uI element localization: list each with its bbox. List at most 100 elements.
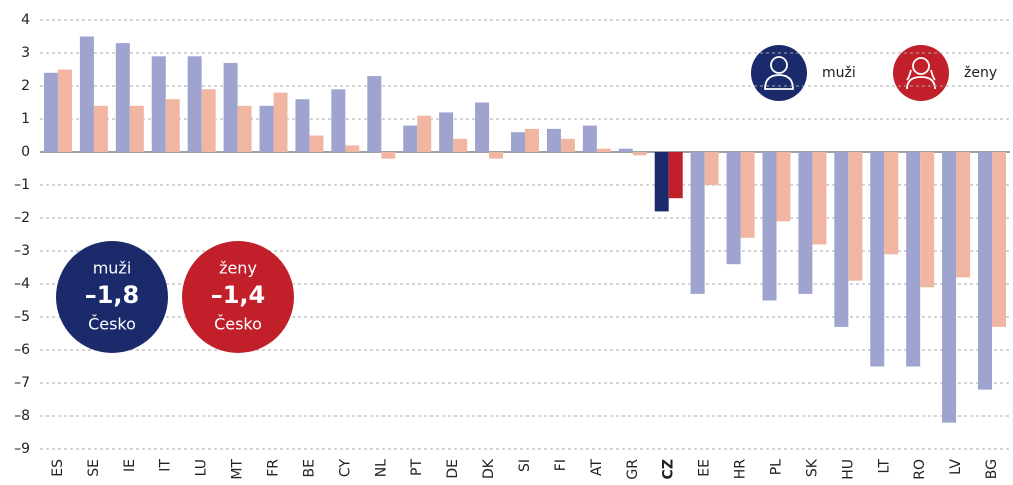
x-tick-label: LV (948, 459, 964, 475)
x-tick-label: IE (122, 459, 138, 472)
bar (992, 152, 1007, 327)
bar (762, 152, 777, 301)
x-tick-label: PT (409, 459, 425, 476)
bar (704, 152, 719, 185)
y-tick-label: –3 (14, 243, 30, 259)
bar (525, 128, 539, 152)
x-tick-label: DK (481, 458, 497, 479)
bar (381, 152, 396, 159)
bar (726, 152, 741, 265)
bar (237, 105, 252, 152)
bar (475, 102, 490, 152)
x-tick-label: FR (266, 459, 282, 477)
bar (57, 69, 72, 152)
annotation-label: ženy (219, 259, 257, 278)
bar (920, 152, 935, 288)
bar (906, 152, 921, 367)
bar (956, 152, 971, 278)
y-tick-label: 4 (21, 12, 30, 28)
bar (439, 112, 454, 152)
bar (309, 135, 324, 152)
bar (151, 56, 166, 152)
x-tick-label: DE (445, 459, 461, 479)
x-tick-label: LT (876, 459, 892, 474)
x-tick-label: IT (158, 459, 174, 472)
bar (331, 89, 346, 152)
bar (93, 105, 108, 152)
bar (43, 72, 58, 152)
bar (596, 148, 611, 152)
bar (129, 105, 144, 152)
y-tick-label: –2 (14, 210, 30, 226)
x-tick-label: MT (230, 459, 246, 480)
bar (115, 43, 130, 152)
x-tick-label: FI (553, 459, 569, 471)
annotation-value: –1,8 (85, 281, 140, 309)
men-glyph (764, 56, 794, 90)
bar (884, 152, 899, 255)
bar (165, 99, 180, 152)
x-tick-label: SK (804, 458, 820, 477)
bar (273, 92, 288, 152)
women-glyph (906, 57, 936, 90)
bar (654, 152, 669, 212)
bar (798, 152, 813, 294)
annotation-circle (182, 241, 294, 353)
bar (546, 128, 561, 152)
y-tick-label: –4 (14, 276, 30, 292)
annotation-label: muži (93, 259, 132, 278)
bar (690, 152, 705, 294)
x-tick-label: SE (86, 459, 102, 477)
bar (776, 152, 791, 222)
x-tick-label: EE (697, 459, 713, 477)
annotation-place: Česko (88, 315, 136, 334)
bar (453, 138, 468, 152)
bar (511, 132, 525, 152)
y-tick-label: 3 (21, 45, 30, 61)
bar (740, 152, 755, 238)
x-tick-label: AT (589, 459, 605, 476)
bar (403, 125, 418, 152)
bar (668, 152, 683, 199)
x-tick-label: RO (912, 459, 928, 480)
bar (560, 138, 575, 152)
legend (751, 45, 949, 101)
x-tick-label: CY (337, 459, 353, 478)
bar (618, 148, 633, 152)
y-tick-label: –9 (14, 441, 30, 457)
annotation-value: –1,4 (211, 281, 266, 309)
bar (367, 76, 382, 152)
bar (812, 152, 827, 245)
bar (942, 152, 957, 423)
annotation-place: Česko (214, 315, 262, 334)
bar (582, 125, 597, 152)
y-tick-label: –6 (14, 342, 30, 358)
bar (187, 56, 202, 152)
bar (834, 152, 849, 327)
x-tick-label: GR (625, 459, 641, 480)
x-tick-label: LU (194, 459, 210, 476)
bar (259, 105, 274, 152)
y-tick-label: 0 (21, 144, 30, 160)
bar (201, 89, 216, 152)
bar (848, 152, 863, 281)
x-tick-label: HU (840, 459, 856, 480)
bar (223, 62, 238, 152)
legend-label: ženy (964, 65, 997, 81)
y-tick-label: –5 (14, 309, 30, 325)
x-tick-label: BG (984, 459, 1000, 479)
x-tick-label: NL (373, 459, 389, 477)
x-tick-label: ES (50, 459, 66, 477)
x-tick-label: SI (517, 459, 533, 472)
annotation-circle (56, 241, 168, 353)
y-tick-label: 1 (21, 111, 30, 127)
bar (79, 36, 94, 152)
x-tick-label: HR (733, 459, 749, 480)
x-tick-label: BE (301, 459, 317, 477)
bar (978, 152, 993, 390)
y-tick-label: –7 (14, 375, 30, 391)
y-tick-label: 2 (21, 78, 30, 94)
bar (632, 152, 647, 156)
bar (489, 152, 504, 159)
y-tick-label: –1 (14, 177, 30, 193)
